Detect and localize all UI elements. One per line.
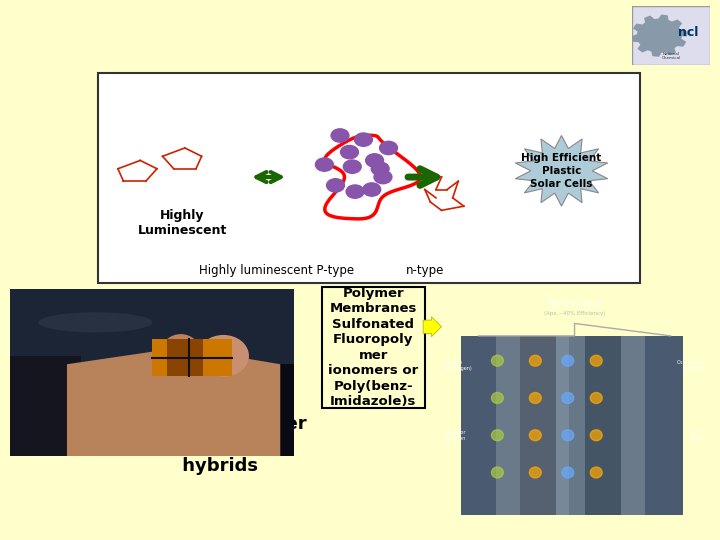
- Text: National
Chemical: National Chemical: [662, 52, 680, 60]
- Circle shape: [374, 171, 392, 184]
- Circle shape: [492, 355, 503, 366]
- Text: High Efficient
Plastic
Solar Cells: High Efficient Plastic Solar Cells: [521, 153, 602, 189]
- Text: Used for
Reaction: Used for Reaction: [445, 430, 466, 441]
- Circle shape: [354, 133, 372, 146]
- Circle shape: [327, 179, 344, 192]
- Bar: [585, 336, 621, 515]
- Circle shape: [379, 141, 397, 154]
- Ellipse shape: [39, 312, 153, 333]
- Bar: [153, 339, 232, 376]
- Circle shape: [341, 145, 359, 159]
- Bar: [521, 336, 556, 515]
- Circle shape: [562, 355, 574, 366]
- Circle shape: [331, 129, 349, 142]
- Ellipse shape: [161, 334, 201, 371]
- Polygon shape: [516, 136, 608, 206]
- Bar: [166, 339, 204, 376]
- Bar: [461, 336, 496, 515]
- Bar: [10, 289, 294, 365]
- Bar: [10, 356, 81, 456]
- Circle shape: [529, 393, 541, 403]
- Polygon shape: [632, 15, 687, 56]
- Text: (Apx.~40% Efficiency): (Apx.~40% Efficiency): [544, 311, 606, 316]
- Circle shape: [492, 393, 503, 403]
- Circle shape: [366, 154, 384, 167]
- Circle shape: [492, 467, 503, 478]
- Bar: [98, 73, 640, 283]
- Circle shape: [346, 185, 364, 198]
- Polygon shape: [67, 348, 280, 456]
- Circle shape: [590, 430, 602, 441]
- Bar: [569, 336, 585, 515]
- Circle shape: [590, 467, 602, 478]
- Bar: [645, 336, 683, 515]
- Circle shape: [363, 183, 381, 196]
- Text: O₂ (Oxygen
from Air): O₂ (Oxygen from Air): [677, 360, 704, 371]
- Circle shape: [562, 393, 574, 403]
- Circle shape: [529, 467, 541, 478]
- Circle shape: [529, 430, 541, 441]
- Circle shape: [343, 160, 361, 173]
- Text: Polymer
Membranes
Sulfonated
Fluoropoly
mer
ionomers or
Poly(benz-
Imidazole)s: Polymer Membranes Sulfonated Fluoropoly …: [328, 287, 418, 408]
- FancyArrow shape: [423, 317, 441, 337]
- Text: H₂O +
Water: H₂O + Water: [690, 430, 704, 441]
- Circle shape: [590, 393, 602, 403]
- Text: n-type: n-type: [405, 264, 444, 277]
- Circle shape: [529, 355, 541, 366]
- Circle shape: [492, 430, 503, 441]
- Circle shape: [315, 158, 333, 171]
- Text: Fuel H₂
(Hydrogen): Fuel H₂ (Hydrogen): [445, 360, 472, 371]
- Text: Conjugated polymer
ZnO Nanoparticle
     hybrids: Conjugated polymer ZnO Nanoparticle hybr…: [102, 415, 307, 475]
- Text: Highly
Luminescent: Highly Luminescent: [138, 209, 227, 237]
- Bar: [322, 287, 425, 408]
- Circle shape: [562, 467, 574, 478]
- Text: Highly luminescent P-type: Highly luminescent P-type: [199, 264, 354, 277]
- Text: ncl: ncl: [678, 26, 698, 39]
- Bar: [621, 336, 645, 515]
- Circle shape: [590, 355, 602, 366]
- Circle shape: [372, 162, 389, 176]
- Circle shape: [562, 430, 574, 441]
- Text: Electric Circuit: Electric Circuit: [546, 299, 603, 308]
- Ellipse shape: [198, 335, 249, 377]
- Bar: [556, 336, 569, 515]
- Bar: [496, 336, 521, 515]
